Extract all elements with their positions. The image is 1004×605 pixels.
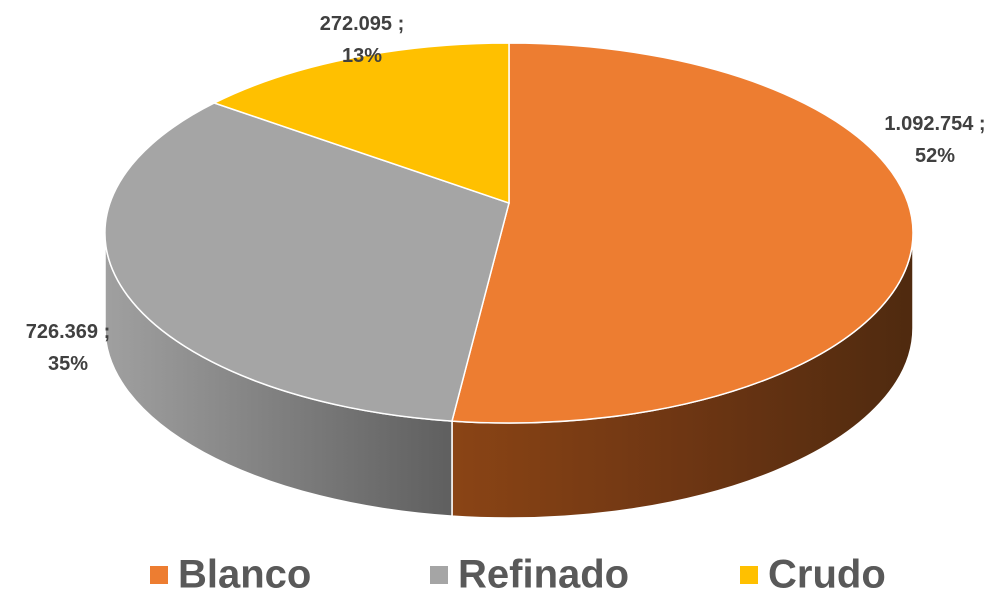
legend-label: Refinado [458, 553, 629, 597]
slice [104, 102, 510, 422]
data-label: 272.095 ; 13% [320, 13, 405, 67]
legend-swatch [150, 566, 168, 584]
data-label-percent: 52% [915, 145, 955, 167]
legend-swatch [430, 566, 448, 584]
data-label: 726.369 ; 35% [26, 321, 111, 375]
slice [451, 42, 914, 424]
legend-label: Blanco [178, 553, 311, 597]
data-label-value: 726.369 ; [26, 321, 111, 343]
data-label-percent: 13% [342, 45, 382, 67]
legend-swatch [740, 566, 758, 584]
slice [212, 42, 510, 205]
data-label: 1.092.754 ; 52% [884, 113, 985, 167]
data-label-value: 272.095 ; [320, 13, 405, 35]
legend-label: Crudo [768, 553, 886, 597]
data-label-value: 1.092.754 ; [884, 113, 985, 135]
data-label-percent: 35% [48, 353, 88, 375]
